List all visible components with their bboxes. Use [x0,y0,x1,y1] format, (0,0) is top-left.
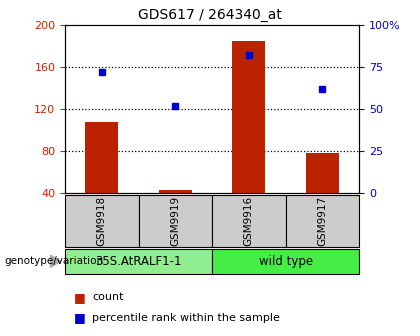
Bar [159,190,192,193]
Bar [232,41,265,193]
Text: count: count [92,292,124,302]
Bar [85,122,118,193]
Text: GSM9916: GSM9916 [244,196,254,246]
Text: GDS617 / 264340_at: GDS617 / 264340_at [138,8,282,23]
Text: percentile rank within the sample: percentile rank within the sample [92,312,280,323]
Bar [212,249,359,274]
Text: ■: ■ [74,311,85,324]
Text: wild type: wild type [259,255,312,268]
Text: GSM9919: GSM9919 [171,196,180,246]
Bar [306,153,339,193]
Text: genotype/variation: genotype/variation [4,256,103,266]
Text: 35S.AtRALF1-1: 35S.AtRALF1-1 [95,255,182,268]
Text: GSM9918: GSM9918 [97,196,107,246]
Bar [65,195,139,247]
Bar [65,249,212,274]
Text: GSM9917: GSM9917 [318,196,327,246]
Bar [139,195,212,247]
Polygon shape [50,255,61,267]
Bar [286,195,359,247]
Text: ■: ■ [74,291,85,304]
Bar [212,195,286,247]
